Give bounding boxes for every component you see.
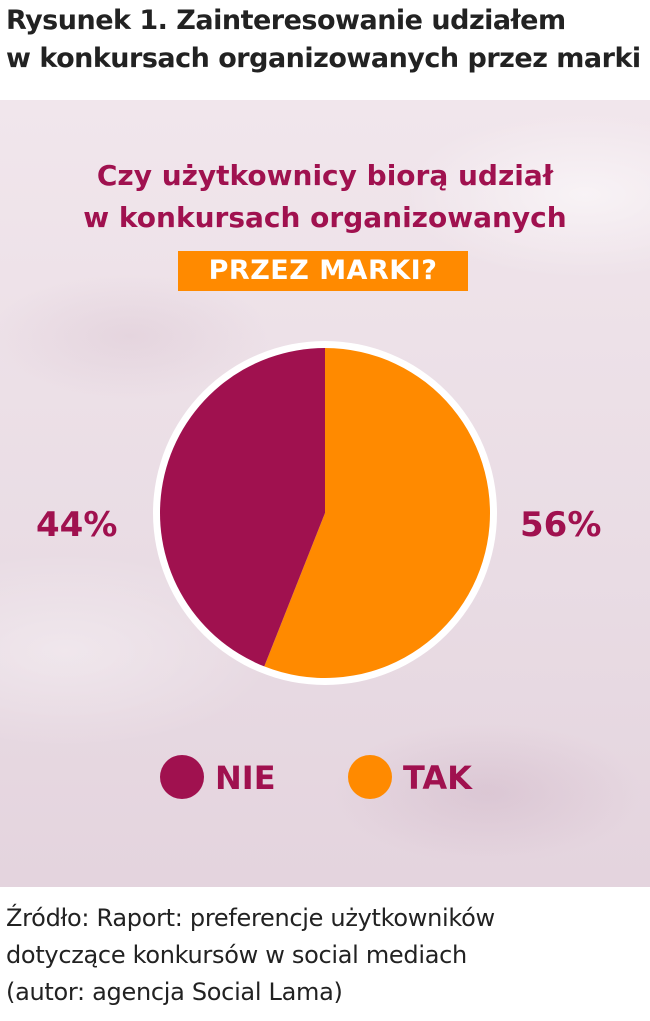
chart-title-line-1: Czy użytkownicy biorą udział bbox=[96, 159, 554, 192]
caption-line-1: Rysunek 1. Zainteresowanie udziałem bbox=[6, 5, 566, 36]
source-line-2: dotyczące konkursów w social mediach bbox=[6, 941, 467, 969]
legend-label-nie: NIE bbox=[215, 759, 276, 797]
pie-label-nie: 44% bbox=[36, 505, 118, 545]
source-note: Źródło: Raport: preferencje użytkowników… bbox=[6, 900, 646, 1011]
source-line-1: Źródło: Raport: preferencje użytkowników bbox=[6, 904, 495, 932]
chart-title-line-2: w konkursach organizowanych bbox=[83, 201, 567, 234]
chart-title: Czy użytkownicy biorą udział w konkursac… bbox=[0, 155, 650, 239]
chart-title-highlight: PRZEZ MARKI? bbox=[178, 251, 468, 291]
source-line-3: (autor: agencja Social Lama) bbox=[6, 978, 343, 1006]
legend-swatch-tak bbox=[348, 755, 392, 799]
pie-slice-tak bbox=[264, 348, 490, 678]
caption-line-2: w konkursach organizowanych przez marki bbox=[6, 43, 641, 74]
infographic-panel: Czy użytkownicy biorą udział w konkursac… bbox=[0, 100, 650, 887]
figure-caption: Rysunek 1. Zainteresowanie udziałem w ko… bbox=[6, 2, 646, 78]
pie-chart bbox=[153, 341, 497, 685]
pie-slice-nie bbox=[159, 348, 325, 667]
chart-legend: NIE TAK bbox=[0, 755, 650, 801]
pie-label-tak: 56% bbox=[520, 505, 602, 545]
legend-swatch-nie bbox=[160, 755, 204, 799]
legend-label-tak: TAK bbox=[403, 759, 472, 797]
